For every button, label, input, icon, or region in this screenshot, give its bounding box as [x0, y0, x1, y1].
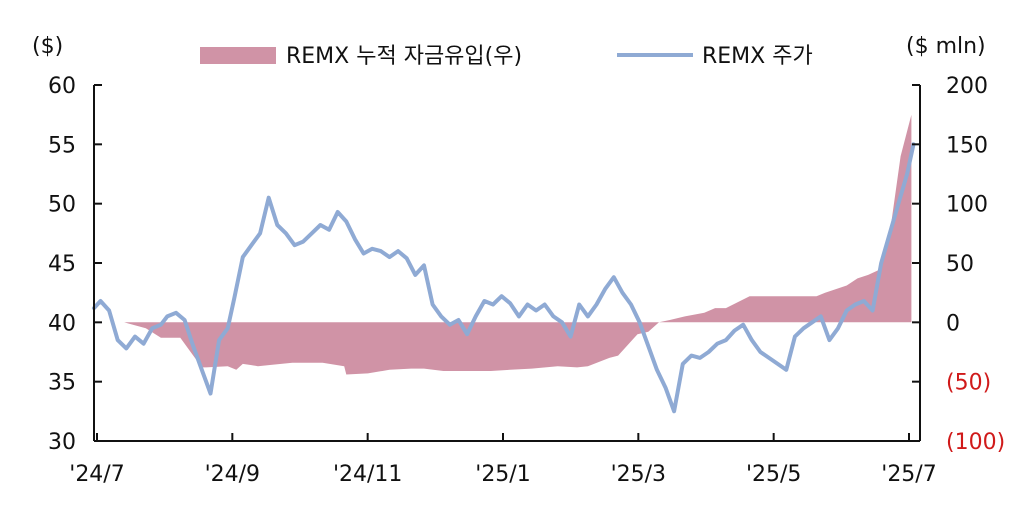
cumulative-inflow-area	[124, 114, 912, 375]
y-left-tick-label: 60	[48, 74, 76, 99]
y-left-tick-label: 40	[48, 311, 76, 336]
y-right-tick-label: 0	[946, 311, 960, 336]
y-right-tick-label: 100	[946, 193, 988, 218]
legend-swatch-flow	[200, 47, 276, 64]
x-tick-label: '25/7	[881, 462, 936, 487]
y-right-tick-label: 50	[946, 252, 974, 277]
legend: REMX 누적 자금유입(우) REMX 주가	[200, 44, 813, 69]
legend-label-price: REMX 주가	[702, 44, 813, 69]
y-left-tick-label: 35	[48, 371, 76, 396]
x-tick-label: '25/1	[475, 462, 530, 487]
x-tick-label: '25/3	[611, 462, 666, 487]
left-axis-unit: ($)	[32, 34, 63, 59]
y-right-tick-label: 150	[946, 133, 988, 158]
axis-ticks: 60 55 50 45 40 35 30 200 150 100 50 0 (50) (100) '24/7…	[48, 74, 1005, 487]
y-left-tick-label: 55	[48, 133, 76, 158]
y-right-tick-label: (50)	[946, 371, 991, 396]
x-tick-label: '25/5	[746, 462, 801, 487]
x-tick-label: '24/7	[69, 462, 124, 487]
y-right-tick-label: 200	[946, 74, 988, 99]
y-right-tick-label: (100)	[946, 430, 1005, 455]
x-tick-label: '24/9	[205, 462, 260, 487]
y-left-tick-label: 30	[48, 430, 76, 455]
legend-label-flow: REMX 누적 자금유입(우)	[286, 44, 522, 69]
x-tick-label: '24/11	[333, 462, 402, 487]
right-axis-unit: ($ mln)	[906, 34, 986, 59]
y-left-tick-label: 50	[48, 193, 76, 218]
price-line	[92, 142, 916, 414]
y-left-tick-label: 45	[48, 252, 76, 277]
